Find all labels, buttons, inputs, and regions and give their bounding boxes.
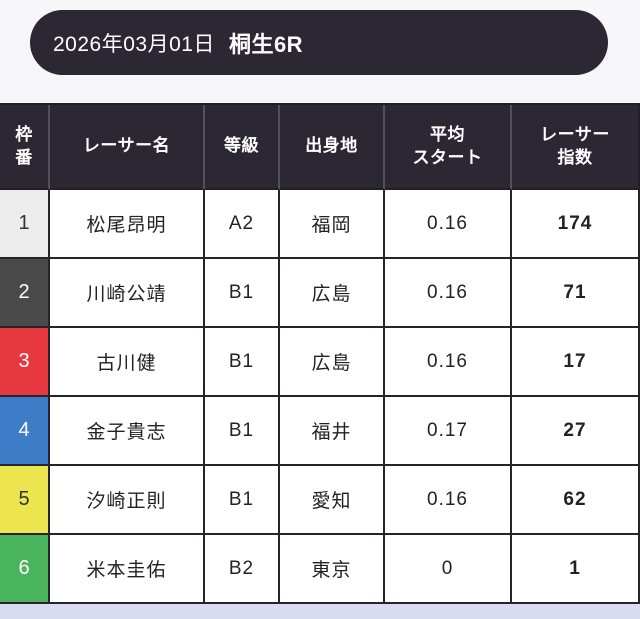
avg-start-cell: 0.17 [385,397,512,466]
column-header-racer-index-line1: レーサー [540,124,610,144]
racer-index-cell: 27 [512,397,640,466]
table-row: 5 汐崎正則 B1 愛知 0.16 62 [0,466,640,535]
column-header-racer-index-line2: 指数 [557,147,593,167]
grade-cell: A2 [205,190,280,259]
racer-name-cell: 松尾昂明 [50,190,205,259]
racer-index-cell: 62 [512,466,640,535]
grade-cell: B1 [205,466,280,535]
racer-index-cell: 174 [512,190,640,259]
racer-name-cell: 米本圭佑 [50,535,205,604]
column-header-frame-line1: 枠 [15,124,33,144]
column-header-frame-number: 枠 番 [0,105,50,190]
column-header-avg-start: 平均 スタート [385,105,512,190]
origin-cell: 広島 [280,259,385,328]
table-row: 3 古川健 B1 広島 0.16 17 [0,328,640,397]
column-header-racer-index: レーサー 指数 [512,105,640,190]
racer-index-cell: 17 [512,328,640,397]
avg-start-cell: 0.16 [385,190,512,259]
table-row: 2 川崎公靖 B1 広島 0.16 71 [0,259,640,328]
grade-cell: B1 [205,397,280,466]
race-date: 2026年03月01日 [53,32,215,56]
racer-name-cell: 川崎公靖 [50,259,205,328]
table-row: 1 松尾昂明 A2 福岡 0.16 174 [0,190,640,259]
racer-name-cell: 金子貴志 [50,397,205,466]
frame-number-cell: 6 [0,535,50,604]
avg-start-cell: 0.16 [385,259,512,328]
race-header: 2026年03月01日 桐生6R [30,10,608,75]
racer-index-cell: 71 [512,259,640,328]
column-header-avg-start-line2: スタート [412,147,483,167]
frame-number-cell: 4 [0,397,50,466]
column-header-frame-line2: 番 [15,147,33,167]
race-title: 桐生6R [228,31,304,57]
origin-cell: 広島 [280,328,385,397]
grade-cell: B1 [205,328,280,397]
table-row: 6 米本圭佑 B2 東京 0 1 [0,535,640,604]
frame-number-cell: 3 [0,328,50,397]
column-header-grade: 等級 [205,105,280,190]
frame-number-cell: 5 [0,466,50,535]
table-row: 4 金子貴志 B1 福井 0.17 27 [0,397,640,466]
avg-start-cell: 0.16 [385,466,512,535]
racer-name-cell: 古川健 [50,328,205,397]
column-header-racer-name: レーサー名 [50,105,205,190]
origin-cell: 福岡 [280,190,385,259]
origin-cell: 愛知 [280,466,385,535]
column-header-avg-start-line1: 平均 [430,124,465,144]
avg-start-cell: 0 [385,535,512,604]
origin-cell: 東京 [280,535,385,604]
avg-start-cell: 0.16 [385,328,512,397]
entry-table: 枠 番 レーサー名 等級 出身地 平均 スタート レーサー 指数 1 松尾昂明 … [0,103,640,604]
column-header-origin: 出身地 [280,105,385,190]
table-header-row: 枠 番 レーサー名 等級 出身地 平均 スタート レーサー 指数 [0,105,640,190]
racer-name-cell: 汐崎正則 [50,466,205,535]
grade-cell: B2 [205,535,280,604]
grade-cell: B1 [205,259,280,328]
origin-cell: 福井 [280,397,385,466]
racer-index-cell: 1 [512,535,640,604]
frame-number-cell: 1 [0,190,50,259]
frame-number-cell: 2 [0,259,50,328]
